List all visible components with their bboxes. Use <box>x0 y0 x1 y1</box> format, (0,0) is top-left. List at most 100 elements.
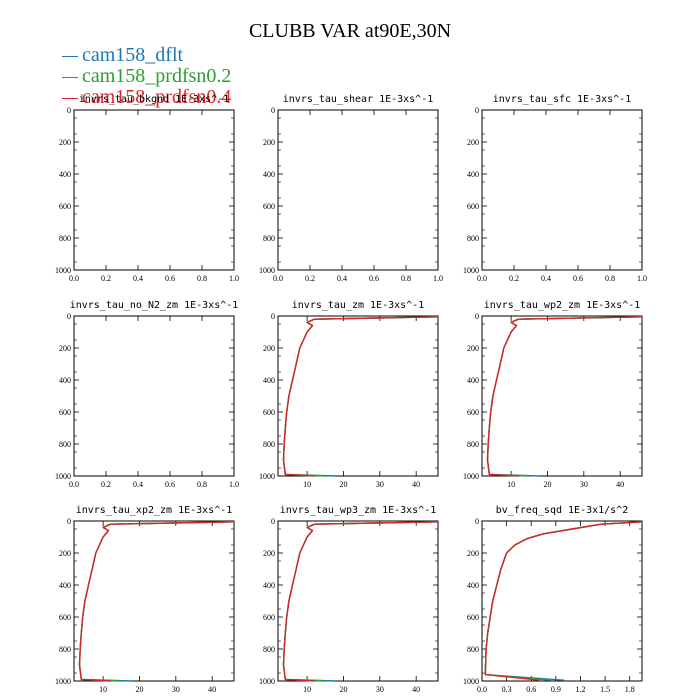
y-tick-label: 400 <box>263 170 275 179</box>
y-tick-label: 200 <box>59 138 71 147</box>
x-tick-label: 0.3 <box>502 685 512 694</box>
legend-entry-dflt: cam158_dflt <box>62 44 183 66</box>
plot-frame <box>73 520 235 682</box>
series-line-3 <box>484 521 643 681</box>
chart-panel-9: bv_freq_sqd 1E-3x1/s^2020040060080010000… <box>463 505 643 694</box>
y-tick-label: 400 <box>263 581 275 590</box>
x-tick-label: 10 <box>99 685 107 694</box>
series-line-2 <box>78 521 235 682</box>
x-tick-label: 10 <box>303 480 311 489</box>
x-tick-label: 0.8 <box>605 274 615 283</box>
x-tick-label: 30 <box>580 480 588 489</box>
x-tick-label: 0.8 <box>401 274 411 283</box>
x-tick-label: 0.4 <box>133 480 143 489</box>
y-tick-label: 400 <box>263 376 275 385</box>
y-tick-label: 0 <box>67 517 71 526</box>
x-tick-label: 1.0 <box>229 274 239 283</box>
x-tick-label: 0.9 <box>551 685 561 694</box>
y-tick-label: 400 <box>59 376 71 385</box>
chart-panel-1: invrs_tau_bkgnd 1E-3xs^-1 0 200 400 600 800 10… <box>55 94 239 283</box>
series-line-2 <box>282 316 439 477</box>
panel-title: invrs_tau_wp3_zm 1E-3xs^-1 <box>280 505 437 516</box>
series-line-1 <box>282 316 439 477</box>
plot-frame <box>481 520 643 682</box>
x-tick-label: 0.4 <box>133 274 143 283</box>
y-tick-label: 200 <box>467 549 479 558</box>
y-tick-label: 1000 <box>259 266 275 275</box>
x-tick-label: 40 <box>412 480 420 489</box>
y-tick-label: 600 <box>59 408 71 417</box>
x-tick-label: 0.2 <box>509 274 519 283</box>
y-tick-label: 800 <box>467 440 479 449</box>
series-line-2 <box>486 316 643 477</box>
y-tick-label: 0 <box>67 106 71 115</box>
y-tick-label: 0 <box>271 106 275 115</box>
y-tick-label: 800 <box>263 645 275 654</box>
y-tick-label: 1000 <box>463 472 479 481</box>
y-tick-label: 600 <box>467 408 479 417</box>
y-tick-label: 400 <box>467 376 479 385</box>
panel-title: invrs_tau_xp2_zm 1E-3xs^-1 <box>76 505 233 516</box>
plot-frame <box>73 315 235 477</box>
y-tick-label: 600 <box>59 613 71 622</box>
y-tick-label: 800 <box>263 234 275 243</box>
panel-title: invrs_tau_zm 1E-3xs^-1 <box>292 300 424 311</box>
x-tick-label: 0.0 <box>69 274 79 283</box>
x-tick-label: 1.2 <box>575 685 585 694</box>
y-tick-label: 800 <box>467 645 479 654</box>
legend-entry-prdfsn02: cam158_prdfsn0.2 <box>62 65 231 87</box>
y-tick-label: 600 <box>263 613 275 622</box>
y-tick-label: 800 <box>467 234 479 243</box>
series-line-2 <box>282 521 439 682</box>
chart-panel-3: invrs_tau_sfc 1E-3xs^-1 0 200 400 600 800 1000… <box>463 94 647 283</box>
chart-panel-7: invrs_tau_xp2_zm 1E-3xs^-1 0 200 400 600 800 1… <box>55 505 235 694</box>
y-tick-label: 200 <box>263 344 275 353</box>
y-tick-label: 600 <box>263 408 275 417</box>
x-tick-label: 0.8 <box>197 480 207 489</box>
x-tick-label: 0.0 <box>477 685 487 694</box>
legend-line-swatch <box>62 55 78 57</box>
panel-title: invrs_tau_no_N2_zm 1E-3xs^-1 <box>70 300 239 311</box>
x-tick-label: 0.6 <box>165 480 175 489</box>
plot-frame <box>73 109 235 271</box>
y-tick-label: 1000 <box>259 677 275 686</box>
x-tick-label: 1.0 <box>433 274 443 283</box>
x-tick-label: 0.0 <box>477 274 487 283</box>
legend-line-swatch <box>62 76 78 78</box>
y-tick-label: 0 <box>271 517 275 526</box>
x-tick-label: 40 <box>616 480 624 489</box>
x-tick-label: 0.4 <box>337 274 347 283</box>
y-tick-label: 1000 <box>55 472 71 481</box>
x-tick-label: 30 <box>376 480 384 489</box>
y-tick-label: 200 <box>263 138 275 147</box>
x-tick-label: 40 <box>412 685 420 694</box>
panel-title: bv_freq_sqd 1E-3x1/s^2 <box>496 505 628 516</box>
figure-title: CLUBB VAR at90E,30N <box>248 20 452 42</box>
x-tick-label: 20 <box>135 685 143 694</box>
y-tick-label: 400 <box>467 581 479 590</box>
x-tick-label: 0.4 <box>541 274 551 283</box>
panel-title: invrs_tau_bkgnd 1E-3xs^-1 <box>79 94 230 105</box>
x-tick-label: 30 <box>172 685 180 694</box>
y-tick-label: 200 <box>467 138 479 147</box>
plot-frame <box>481 315 643 477</box>
plot-frame <box>277 109 439 271</box>
y-tick-label: 800 <box>263 440 275 449</box>
y-tick-label: 400 <box>59 170 71 179</box>
plot-frame <box>481 109 643 271</box>
x-tick-label: 0.6 <box>165 274 175 283</box>
x-tick-label: 1.0 <box>637 274 647 283</box>
chart-panel-5: invrs_tau_zm 1E-3xs^-1 0 200 400 600 800 1000 1… <box>259 300 439 489</box>
y-tick-label: 0 <box>271 312 275 321</box>
panel-title: invrs_tau_wp2_zm 1E-3xs^-1 <box>484 300 641 311</box>
x-tick-label: 10 <box>507 480 515 489</box>
plot-frame <box>277 520 439 682</box>
series-line-3 <box>282 316 439 477</box>
legend-label: cam158_prdfsn0.4 <box>82 86 232 108</box>
x-tick-label: 0.6 <box>526 685 536 694</box>
series-line-3 <box>282 521 439 682</box>
series-line-3 <box>486 316 643 477</box>
chart-panel-4: invrs_tau_no_N2_zm 1E-3xs^-10 200 400 600 80… <box>55 300 239 489</box>
